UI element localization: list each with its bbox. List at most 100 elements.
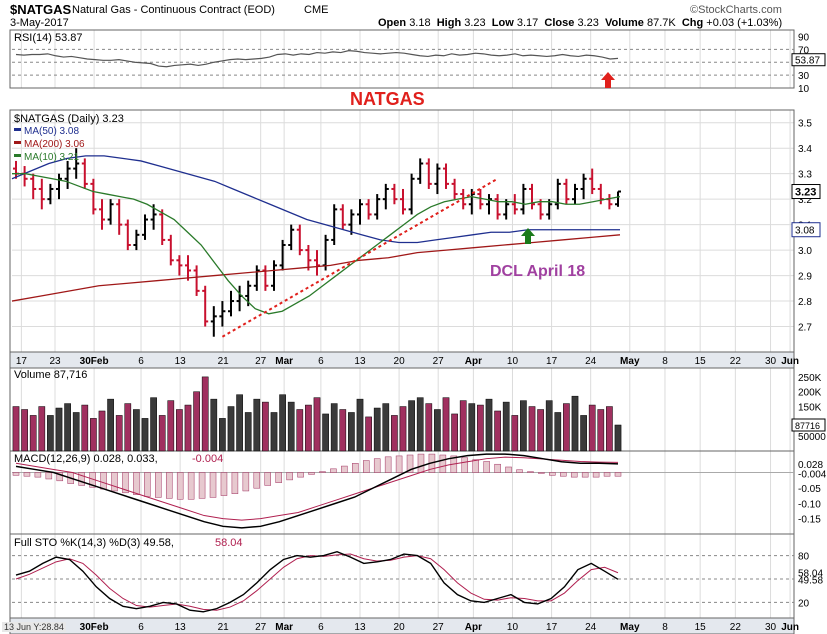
volume-bar [330,403,338,452]
brand-logo: ©StockCharts.com [690,4,782,16]
price-axis-tick: 3.2 [798,195,812,206]
high-label: High [436,17,462,29]
volume-bar [554,412,562,452]
macd-histogram-bar [78,472,85,486]
x-tick-label-bottom: Jun [781,622,799,633]
x-tick-label-bottom: Mar [275,622,293,633]
chart-symbol: $NATGAS [10,2,72,17]
volume-bar [158,415,166,452]
macd-histogram-bar [176,472,184,500]
macd-histogram-bar [231,472,239,494]
last-price-value: 3.23 [795,187,816,199]
volume-bar [434,409,441,452]
volume-axis-tick: 150K [798,403,822,414]
x-tick-label: 8 [662,356,668,367]
x-tick-label-bottom: 13 [354,622,366,633]
x-tick-label-bottom: 8 [662,622,668,633]
macd-signal-line [15,456,619,521]
rsi-line [15,50,619,68]
volume-bar [176,409,183,452]
volume-bar [528,406,536,452]
ma50-last-value: 3.08 [795,226,815,237]
macd-axis-tick: -0.004 [798,470,827,481]
x-tick-label: 30 [765,356,777,367]
sto-legend: Full STO %K(14,3) %D(3) 49.58, [14,537,174,549]
volume-bar [348,412,355,452]
macd-histogram-bar [352,463,359,473]
volume-bar [442,397,450,452]
volume-bar [64,403,71,452]
x-tick-label-bottom: 6 [318,622,324,633]
rsi-axis-tick: 70 [798,45,810,56]
x-tick-label: 27 [255,356,267,367]
volume-bar [124,403,132,452]
macd-histogram-bar [308,472,315,475]
macd-histogram-bar [319,471,326,473]
sto-axis-tick: 49.58 [798,575,823,586]
x-tick-label: 22 [730,356,742,367]
x-tick-label-bottom: 27 [433,622,445,633]
x-tick-label: 24 [585,356,597,367]
volume-bar [201,376,209,452]
volume-bar [270,412,278,452]
macd-histogram-bar [373,458,381,473]
volume-bar [244,412,252,452]
macd-histogram-bar [505,466,512,473]
annotation-natgas: NATGAS [350,89,425,109]
volume-bar [98,410,106,452]
volume-axis-tick: 200K [798,388,822,399]
volume-bar [511,415,519,452]
volume-axis-tick: 250K [798,373,822,384]
macd-histogram-bar [581,472,589,478]
rsi-axis-tick: 30 [798,71,810,82]
volume-label: Volume [604,17,644,29]
macd-line [15,453,619,529]
sto-axis-tick: 80 [798,552,810,563]
macd-histogram-bar [395,455,403,473]
close-label: Close [544,17,575,29]
volume-bar [81,404,89,452]
macd-histogram-bar [527,471,534,473]
ohlc-summary: Open 3.18 High 3.23 Low 3.17 Close 3.23 … [378,17,782,29]
volume-bar [38,406,46,452]
low-label: Low [491,17,514,29]
volume-bar [219,418,226,452]
rsi-last-value: 53.87 [795,56,820,67]
sto-k-line [15,550,619,613]
rsi-axis-tick: 10 [798,84,810,95]
volume-bar [520,400,527,452]
volume-bar [459,400,467,452]
volume-bar [382,403,390,452]
volume-panel: 250K200K150K100K5000087716Volume 87,716 [12,369,826,452]
volume-bar [279,394,286,452]
x-tick-label: Apr [465,356,482,367]
volume-bar [115,415,123,452]
low-value: 3.17 [516,17,539,29]
x-tick-label-bottom: 20 [394,622,406,633]
macd-histogram-bar [56,472,64,482]
macd-histogram-bar [560,472,567,477]
volume-bar [167,400,175,452]
macd-histogram-bar [253,472,261,489]
x-tick-label: 15 [695,356,707,367]
volume-bar [253,398,261,452]
macd-axis-tick: -0.10 [798,499,821,510]
macd-histogram-bar [45,472,53,480]
support-trendline [221,177,499,338]
macd-histogram-bar [592,472,600,478]
x-tick-label: 10 [507,356,519,367]
volume-bar [287,401,295,452]
x-tick-label-bottom: May [620,622,640,633]
macd-histogram-bar [144,472,151,497]
legend-swatch-ma10 [14,154,21,157]
rsi-last-value-box [791,53,826,67]
volume-bar [494,410,501,452]
macd-histogram-bar [220,472,228,496]
legend-entry-ma50: MA(50) 3.08 [24,126,79,137]
x-tick-label: Jun [781,356,799,367]
high-value: 3.23 [464,17,486,29]
open-label: Open [378,17,407,29]
volume-bar [373,407,381,452]
volume-bar [296,409,304,452]
